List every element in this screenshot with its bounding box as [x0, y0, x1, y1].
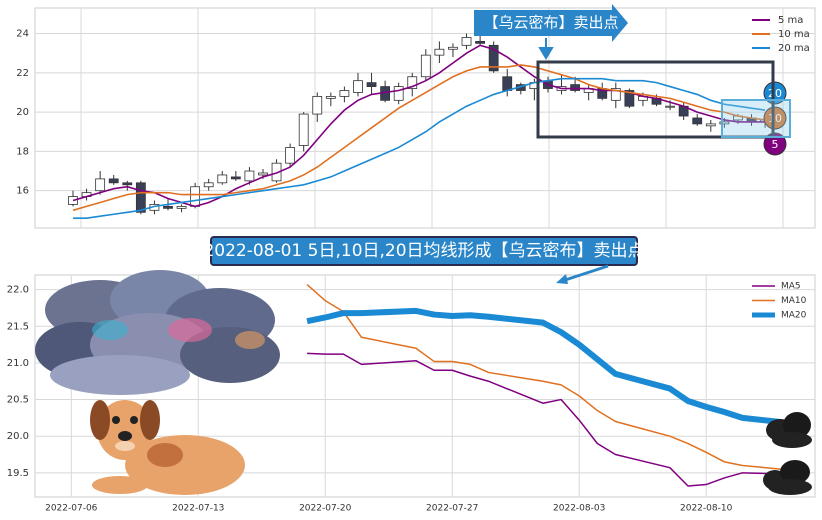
y-tick-label: 16: [16, 186, 29, 197]
candle-body: [230, 176, 241, 180]
candle-body: [461, 37, 472, 46]
candle-body: [122, 182, 133, 186]
dark-cloud-icons: [763, 412, 812, 495]
banner-arrow-head: [556, 274, 568, 284]
candle-body: [407, 76, 418, 89]
legend-label: MA5: [781, 282, 801, 292]
candle-body: [393, 86, 404, 101]
banner-arrow: [561, 264, 609, 283]
candle-body: [298, 113, 309, 146]
ma-line: [307, 352, 797, 487]
legend-label: MA10: [781, 296, 807, 306]
candle-body: [217, 174, 228, 184]
candle-body: [692, 117, 703, 125]
y-tick-label: 20.5: [7, 395, 29, 406]
dog-illustration: [90, 400, 245, 495]
top-plot-area: [34, 7, 816, 229]
candle-body: [190, 186, 201, 207]
y-tick-label: 22: [16, 68, 29, 79]
x-tick-label: 2022-08-03: [553, 504, 605, 514]
ma-line: [72, 44, 766, 208]
annotation-box: [474, 4, 628, 42]
x-tick-label: 2022-08-10: [680, 504, 733, 514]
decoration: [35, 4, 812, 495]
legend-label: 10 ma: [778, 29, 810, 40]
candle-body: [420, 54, 431, 78]
candle-body: [271, 162, 282, 182]
candle-body: [434, 48, 445, 56]
marker-label: 20: [768, 87, 782, 100]
ma-line: [73, 77, 766, 219]
y-tick-label: 20.0: [7, 431, 29, 442]
candle-body: [448, 46, 458, 50]
y-tick-label: 22.0: [7, 285, 29, 296]
ma-line: [306, 307, 798, 427]
x-tick-label: 2022-07-20: [299, 504, 352, 514]
candle-body: [502, 76, 513, 91]
candle-body: [610, 88, 621, 101]
candle-body: [570, 84, 580, 91]
y-tick-label: 21.0: [7, 358, 29, 369]
ma-line: [306, 283, 797, 472]
candle-body: [258, 172, 268, 176]
y-tick-label: 21.5: [7, 321, 29, 332]
marker-circle: [763, 106, 787, 130]
banner-box: [210, 236, 638, 266]
candle-body: [366, 82, 377, 87]
annotation-label: 【乌云密布】卖出点: [483, 14, 618, 32]
candle-body: [312, 95, 323, 115]
candle-body: [339, 90, 350, 97]
candle-body: [135, 182, 146, 213]
candle-body: [325, 95, 336, 99]
candle-body: [488, 44, 499, 72]
legend-label: MA20: [781, 311, 807, 321]
ma-line: [72, 64, 766, 212]
marker-label: 5: [772, 138, 779, 151]
candle-body: [719, 121, 730, 125]
legend-label: 5 ma: [778, 15, 803, 26]
x-tick-label: 2022-07-27: [426, 504, 478, 514]
highlight-box: [721, 99, 791, 138]
annotation-arrow: [538, 38, 554, 60]
candle-body: [475, 40, 486, 44]
candle-body: [353, 80, 363, 93]
candle-body: [665, 105, 675, 108]
cloud-illustration: [35, 270, 280, 395]
marker-circle: [763, 81, 787, 105]
y-tick-label: 24: [16, 29, 29, 40]
candle-body: [95, 178, 106, 192]
candle-body: [285, 147, 296, 164]
candle-body: [108, 178, 119, 184]
banner-title: 2022-08-01 5日,10日,20日均线形成【乌云密布】卖出点: [203, 241, 644, 261]
x-tick-label: 2022-07-06: [45, 504, 98, 514]
legend-label: 20 ma: [778, 43, 810, 54]
candle-body: [203, 182, 214, 188]
candle-body: [624, 90, 635, 107]
y-tick-label: 18: [16, 146, 29, 157]
candle-body: [244, 170, 255, 182]
x-tick-label: 2022-07-13: [172, 504, 224, 514]
candle-body: [705, 123, 716, 127]
candle-body: [176, 205, 187, 209]
y-tick-label: 19.5: [7, 468, 29, 479]
y-tick-label: 20: [16, 107, 29, 118]
candle-body: [163, 205, 173, 209]
bottom-panel: 19.5 20.0 20.5 21.0 21.5 22.0 2022-07-06 2022-0…: [7, 275, 815, 514]
